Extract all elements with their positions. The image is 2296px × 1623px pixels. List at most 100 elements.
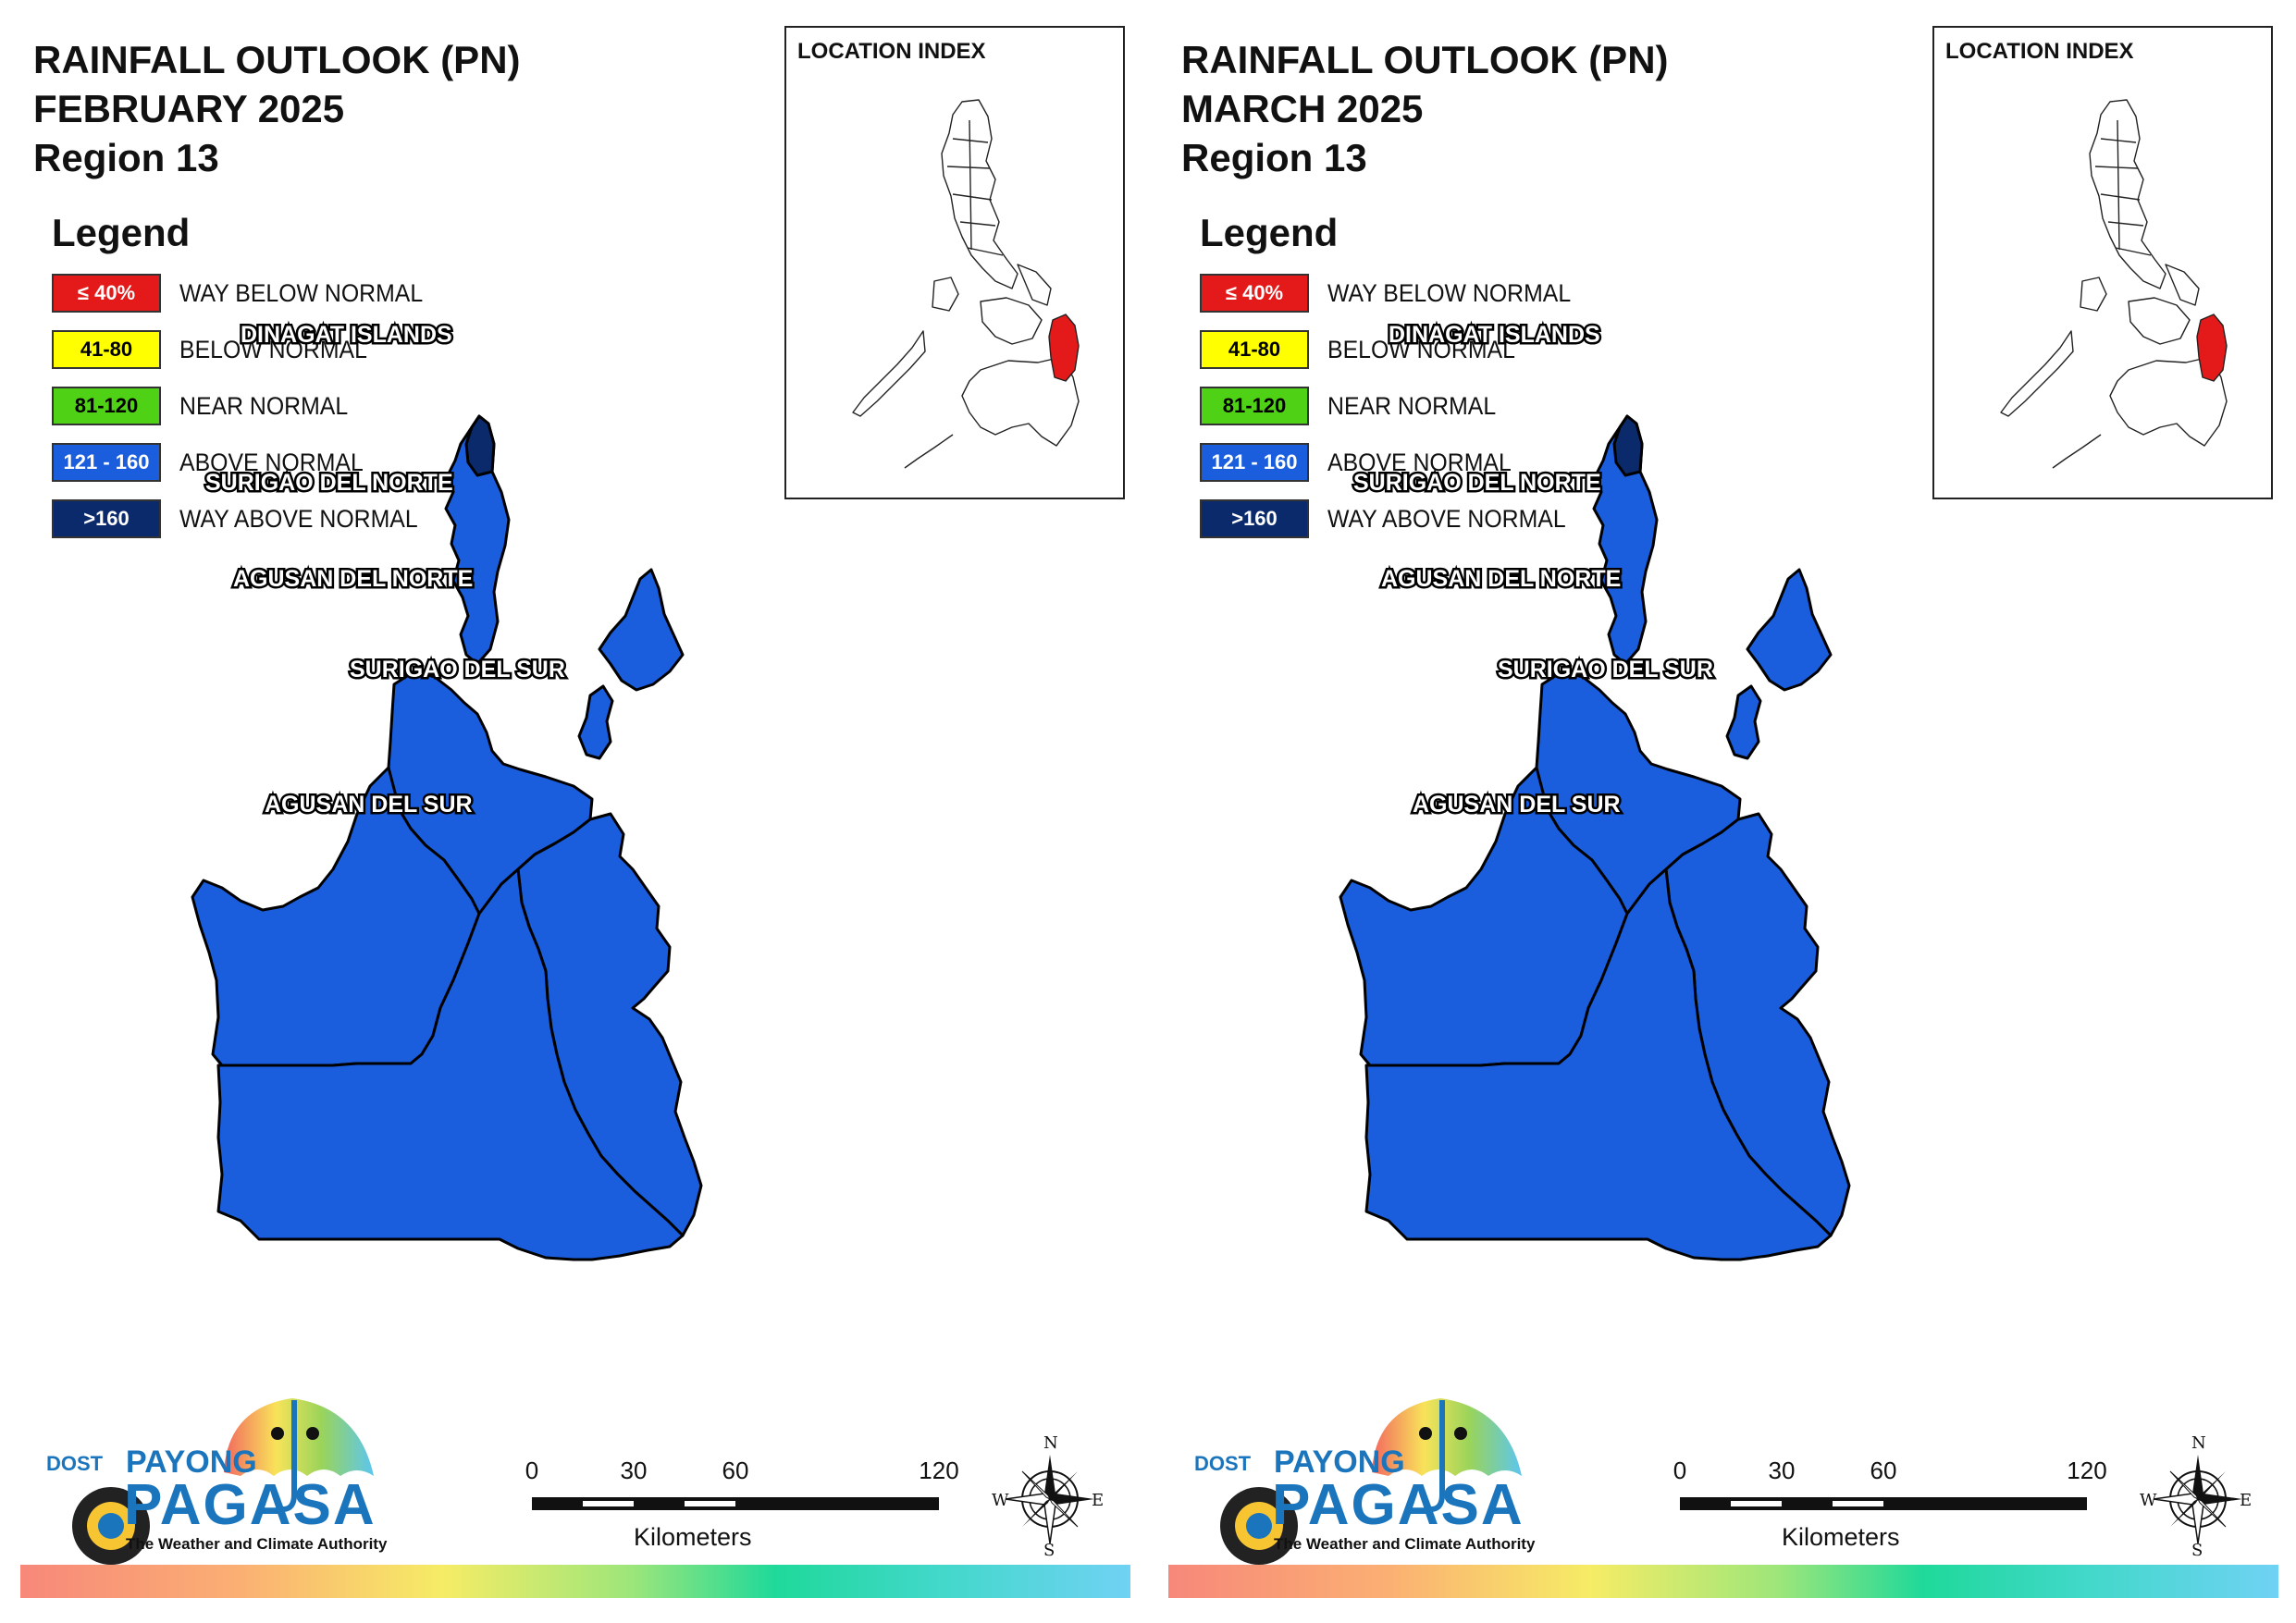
- map-title: RAINFALL OUTLOOK (PN) FEBRUARY 2025 Regi…: [33, 35, 521, 182]
- index-region-13: [1048, 314, 1080, 382]
- legend-swatch: ≤ 40%: [1200, 274, 1309, 313]
- label-dinagat-islands: DINAGAT ISLANDS: [1389, 322, 1600, 348]
- title-line-3: Region 13: [33, 136, 219, 179]
- legend-swatch: 41-80: [1200, 330, 1309, 369]
- legend-items: ≤ 40% WAY BELOW NORMAL 41-80 BELOW NORMAL 81…: [52, 274, 423, 556]
- province-agusan-del-norte: [1339, 766, 1629, 1067]
- title-line-2: MARCH 2025: [1181, 87, 1424, 130]
- outlook-panel-february: RAINFALL OUTLOOK (PN) FEBRUARY 2025 Regi…: [20, 26, 1130, 1598]
- island-bucas-grande: [577, 684, 614, 760]
- label-agusan-del-norte: AGUSAN DEL NORTE: [1381, 566, 1621, 592]
- index-visayas: [980, 297, 1043, 345]
- legend-label: WAY ABOVE NORMAL: [1327, 505, 1566, 533]
- compass-n-label: N: [2191, 1433, 2206, 1453]
- scale-units: Kilometers: [634, 1523, 752, 1551]
- location-index-title: LOCATION INDEX: [1945, 39, 2134, 64]
- scale-tick-60: 60: [722, 1457, 749, 1484]
- logo-pagasa-text: PAGASA: [1272, 1473, 1524, 1537]
- compass-s-label: S: [1043, 1541, 1055, 1560]
- island-siargao: [1746, 568, 1833, 692]
- logo-pagasa-text: PAGASA: [124, 1473, 376, 1537]
- legend-label: WAY ABOVE NORMAL: [179, 505, 418, 533]
- legend-label: WAY BELOW NORMAL: [179, 279, 424, 307]
- title-line-1: RAINFALL OUTLOOK (PN): [33, 38, 521, 81]
- philippines-index-map: [2000, 99, 2228, 469]
- pagasa-logo: DOST PAYONG PAGASA The Weather and Clima…: [33, 1387, 403, 1572]
- logo-umbrella-icon: [1220, 1398, 1522, 1565]
- map-title: RAINFALL OUTLOOK (PN) MARCH 2025 Region …: [1181, 35, 1669, 182]
- legend-label: NEAR NORMAL: [179, 392, 349, 420]
- legend: Legend ≤ 40% WAY BELOW NORMAL 41-80 BELOW N…: [1200, 211, 1571, 556]
- scale-bar: 0 30 60 120 Kilometers: [518, 1457, 981, 1558]
- legend-item: >160 WAY ABOVE NORMAL: [1200, 499, 1566, 556]
- label-agusan-del-sur: AGUSAN DEL SUR: [1413, 792, 1621, 818]
- index-palawan: [852, 330, 926, 417]
- scale-bar-graphic: [1680, 1497, 2087, 1510]
- scale-tick-30: 30: [620, 1457, 648, 1484]
- legend-swatch: 121 - 160: [1200, 443, 1309, 482]
- logo-umbrella-icon: [72, 1398, 374, 1565]
- north-arrow: N S E W: [2140, 1433, 2253, 1560]
- location-index: LOCATION INDEX: [784, 26, 1125, 499]
- legend-label: ABOVE NORMAL: [179, 449, 364, 476]
- label-dinagat-islands: DINAGAT ISLANDS: [241, 322, 452, 348]
- index-palawan: [2000, 330, 2074, 417]
- region-13-map: DINAGAT ISLANDS SURIGAO DEL NORTE AGUSAN…: [1339, 320, 1962, 1406]
- legend-item: ≤ 40% WAY BELOW NORMAL: [1200, 274, 1571, 330]
- legend-label: ABOVE NORMAL: [1327, 449, 1512, 476]
- logo-tagline: The Weather and Climate Authority: [1274, 1535, 1536, 1553]
- index-luzon: [2089, 99, 2166, 289]
- compass-e-label: E: [2240, 1491, 2253, 1510]
- legend-title: Legend: [52, 211, 191, 254]
- logo-dost-text: DOST: [46, 1452, 104, 1475]
- index-visayas-2: [2165, 264, 2200, 306]
- legend-swatch: >160: [52, 499, 161, 538]
- compass-w-label: W: [2140, 1491, 2157, 1510]
- label-surigao-del-sur: SURIGAO DEL SUR: [350, 657, 565, 682]
- compass-n-label: N: [1043, 1433, 1058, 1453]
- dinagat-north-tip: [1612, 414, 1644, 477]
- index-region-13: [2196, 314, 2228, 382]
- index-sulu: [904, 434, 954, 469]
- logo-payong-text: PAYONG: [126, 1445, 257, 1480]
- legend-title: Legend: [1200, 211, 1339, 254]
- legend-swatch: ≤ 40%: [52, 274, 161, 313]
- legend-item: 121 - 160 ABOVE NORMAL: [52, 443, 364, 499]
- compass-e-label: E: [1092, 1491, 1105, 1510]
- province-dinagat-islands: [1592, 414, 1659, 666]
- legend-label: BELOW NORMAL: [1327, 336, 1515, 363]
- north-arrow: N S E W: [992, 1433, 1105, 1560]
- location-index-title: LOCATION INDEX: [797, 39, 986, 64]
- legend-item: 81-120 NEAR NORMAL: [1200, 387, 1496, 443]
- legend-swatch: 81-120: [1200, 387, 1309, 425]
- label-agusan-del-norte: AGUSAN DEL NORTE: [233, 566, 473, 592]
- island-bucas-grande: [1725, 684, 1762, 760]
- scale-tick-0: 0: [1673, 1457, 1687, 1484]
- legend-label: WAY BELOW NORMAL: [1327, 279, 1572, 307]
- legend: Legend ≤ 40% WAY BELOW NORMAL 41-80 BELOW N…: [52, 211, 423, 556]
- index-mindoro: [932, 277, 959, 312]
- compass-rose-icon: [2153, 1455, 2242, 1544]
- province-map-svg: DINAGAT ISLANDS SURIGAO DEL NORTE AGUSAN…: [1339, 320, 1851, 1261]
- legend-item: ≤ 40% WAY BELOW NORMAL: [52, 274, 423, 330]
- label-surigao-del-norte: SURIGAO DEL NORTE: [205, 470, 453, 496]
- logo-dost-text: DOST: [1194, 1452, 1252, 1475]
- legend-items: ≤ 40% WAY BELOW NORMAL 41-80 BELOW NORMAL 81…: [1200, 274, 1571, 556]
- region-13-map: DINAGAT ISLANDS SURIGAO DEL NORTE AGUSAN…: [191, 320, 814, 1406]
- brand-gradient-bar: [20, 1565, 1130, 1598]
- compass-rose-icon: [1005, 1455, 1094, 1544]
- island-siargao: [598, 568, 685, 692]
- legend-swatch: 41-80: [52, 330, 161, 369]
- index-visayas: [2128, 297, 2191, 345]
- pagasa-logo: DOST PAYONG PAGASA The Weather and Clima…: [1181, 1387, 1551, 1572]
- legend-item: 41-80 BELOW NORMAL: [52, 330, 367, 387]
- index-luzon-grid: [2094, 119, 2152, 256]
- legend-item: 41-80 BELOW NORMAL: [1200, 330, 1515, 387]
- location-index: LOCATION INDEX: [1932, 26, 2273, 499]
- index-mindoro: [2080, 277, 2107, 312]
- index-visayas-2: [1017, 264, 1052, 306]
- label-surigao-del-sur: SURIGAO DEL SUR: [1498, 657, 1713, 682]
- index-luzon: [941, 99, 1018, 289]
- dinagat-north-tip: [464, 414, 496, 477]
- title-line-1: RAINFALL OUTLOOK (PN): [1181, 38, 1669, 81]
